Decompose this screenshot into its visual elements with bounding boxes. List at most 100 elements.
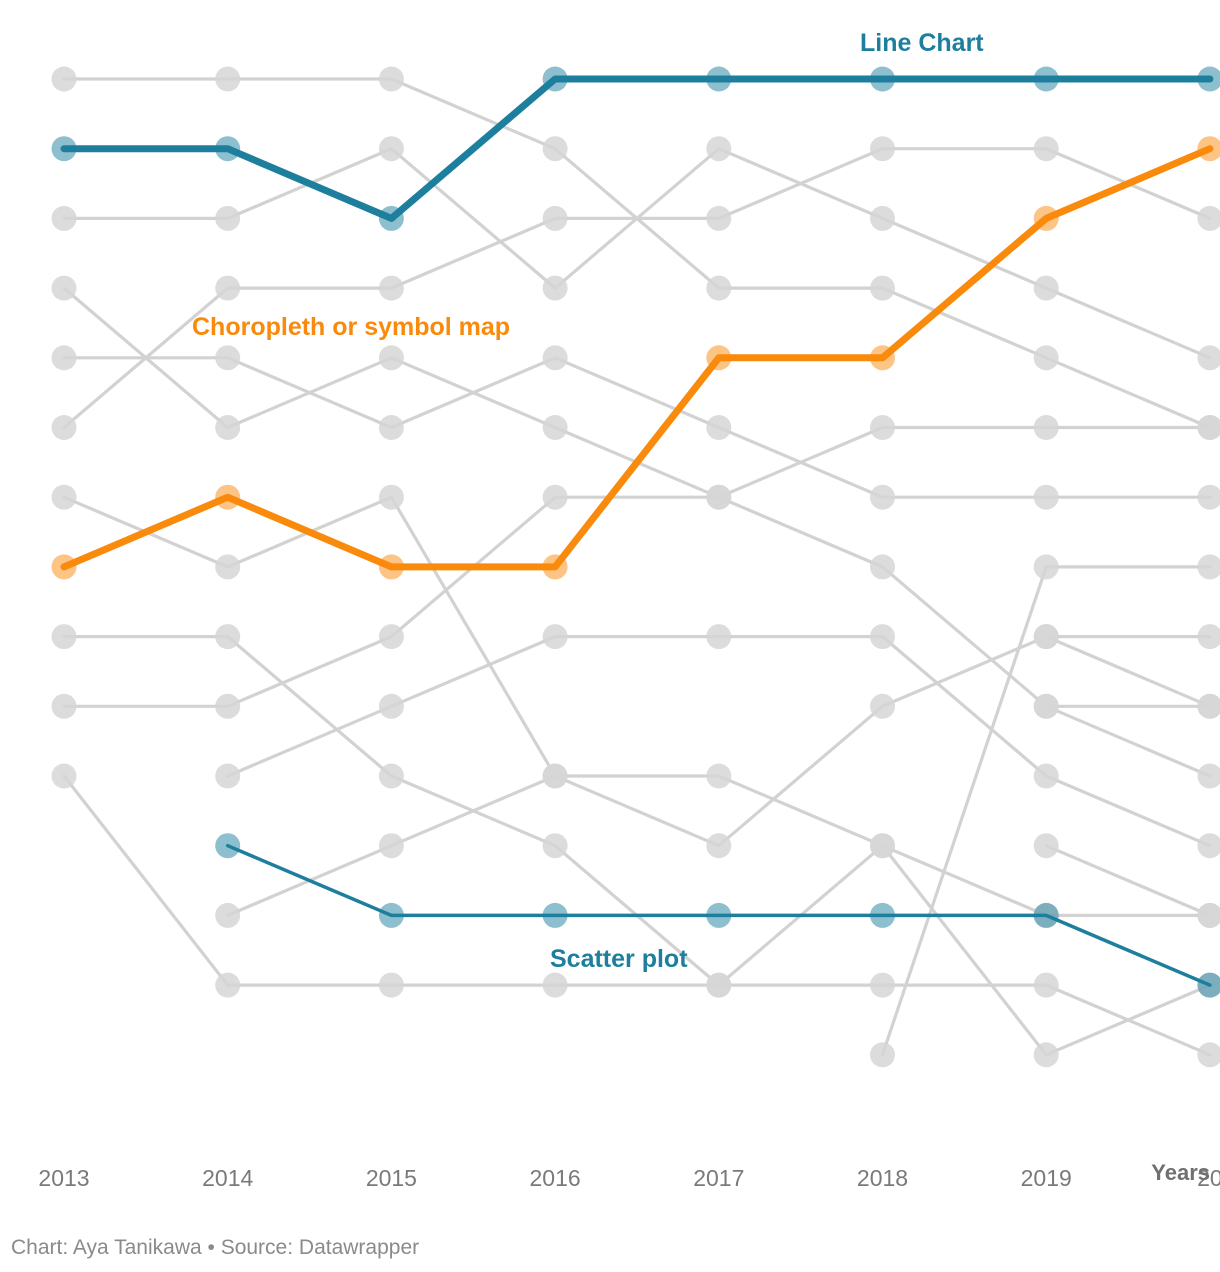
background-point bbox=[542, 345, 568, 371]
background-point bbox=[542, 763, 568, 789]
x-tick-label: 20 bbox=[1197, 1165, 1220, 1191]
line-chart-point bbox=[1197, 66, 1220, 92]
background-point bbox=[1197, 554, 1220, 580]
background-point bbox=[870, 972, 895, 998]
background-point bbox=[870, 415, 895, 440]
background-line-9 bbox=[62, 774, 1212, 987]
background-point bbox=[215, 66, 241, 92]
background-point bbox=[1197, 415, 1220, 440]
x-axis-title: Years bbox=[1151, 1160, 1210, 1185]
background-point bbox=[1033, 624, 1059, 650]
background-point bbox=[215, 205, 241, 231]
background-point bbox=[706, 415, 732, 440]
background-line-8 bbox=[62, 425, 1212, 708]
background-point bbox=[1033, 136, 1059, 162]
background-line-6 bbox=[62, 495, 1212, 1057]
background-point bbox=[1197, 624, 1220, 650]
x-tick-label: 2019 bbox=[1021, 1165, 1072, 1191]
background-point bbox=[378, 833, 404, 859]
background-point bbox=[378, 693, 404, 719]
background-point bbox=[1197, 1042, 1220, 1068]
background-line-5 bbox=[62, 147, 1212, 430]
background-point bbox=[1197, 763, 1220, 789]
background-point bbox=[542, 833, 568, 859]
background-point bbox=[51, 345, 77, 371]
background-line-1 bbox=[62, 77, 1212, 430]
scatter-plot-point bbox=[215, 833, 241, 859]
background-line-13 bbox=[1044, 844, 1212, 918]
background-point bbox=[706, 763, 732, 789]
background-point bbox=[215, 275, 241, 301]
background-point bbox=[378, 484, 404, 510]
background-point bbox=[706, 833, 732, 859]
background-point bbox=[542, 624, 568, 650]
line-chart-point bbox=[378, 205, 404, 231]
background-point bbox=[215, 902, 241, 928]
background-point bbox=[542, 275, 568, 301]
line-chart-point bbox=[215, 136, 241, 162]
bump-chart: Line Chart Choropleth or symbol map Scatte… bbox=[38, 29, 1220, 1191]
background-point bbox=[378, 136, 404, 162]
background-point bbox=[378, 345, 404, 371]
line-chart-point bbox=[51, 136, 77, 162]
chart-credit: Chart: Aya Tanikawa • Source: Datawrappe… bbox=[11, 1236, 420, 1259]
scatter-plot-point bbox=[706, 902, 732, 928]
background-point bbox=[542, 205, 568, 231]
choropleth-or-symbol-map-point bbox=[215, 484, 241, 510]
background-point bbox=[1033, 275, 1059, 301]
scatter-plot-point bbox=[542, 902, 568, 928]
background-point bbox=[51, 624, 77, 650]
x-tick-label: 2017 bbox=[693, 1165, 744, 1191]
background-point bbox=[378, 415, 404, 440]
x-tick-label: 2014 bbox=[202, 1165, 253, 1191]
background-point bbox=[870, 1042, 895, 1068]
background-point bbox=[378, 972, 404, 998]
background-point bbox=[870, 554, 895, 580]
background-point bbox=[706, 205, 732, 231]
background-point bbox=[870, 136, 895, 162]
background-point bbox=[51, 66, 77, 92]
background-point bbox=[706, 136, 732, 162]
background-point bbox=[870, 624, 895, 650]
background-point bbox=[1033, 484, 1059, 510]
background-point bbox=[215, 763, 241, 789]
background-point bbox=[51, 484, 77, 510]
background-point bbox=[1033, 345, 1059, 371]
background-point bbox=[706, 275, 732, 301]
line-chart-point bbox=[542, 66, 568, 92]
x-tick-label: 2015 bbox=[366, 1165, 417, 1191]
background-point bbox=[542, 136, 568, 162]
series-labels: Line Chart Choropleth or symbol map Scatte… bbox=[192, 29, 984, 973]
background-point bbox=[870, 833, 895, 859]
background-point bbox=[378, 66, 404, 92]
background-point bbox=[870, 484, 895, 510]
background-point bbox=[51, 693, 77, 719]
background-line-4 bbox=[62, 356, 1212, 499]
background-point bbox=[215, 972, 241, 998]
line-chart-point bbox=[870, 66, 895, 92]
background-point bbox=[51, 763, 77, 789]
background-point bbox=[215, 554, 241, 580]
choropleth-or-symbol-map-line bbox=[60, 145, 1214, 571]
x-tick-label: 2016 bbox=[530, 1165, 581, 1191]
choropleth-or-symbol-map-point bbox=[51, 554, 77, 580]
choropleth-or-symbol-map-point bbox=[1033, 205, 1059, 231]
x-tick-label: 2018 bbox=[857, 1165, 908, 1191]
background-point bbox=[1197, 205, 1220, 231]
scatter-plot-point bbox=[378, 902, 404, 928]
scatter-plot-label: Scatter plot bbox=[550, 945, 688, 973]
background-point bbox=[542, 484, 568, 510]
background-point bbox=[1033, 1042, 1059, 1068]
background-point bbox=[706, 972, 732, 998]
background-point bbox=[215, 624, 241, 650]
background-point bbox=[706, 624, 732, 650]
choropleth-or-symbol-map-label: Choropleth or symbol map bbox=[192, 313, 510, 341]
choropleth-or-symbol-map-point bbox=[1197, 136, 1220, 162]
highlighted-series bbox=[51, 66, 1220, 998]
line-chart-label: Line Chart bbox=[860, 29, 984, 57]
background-point bbox=[1033, 972, 1059, 998]
background-point bbox=[1033, 693, 1059, 719]
background-point bbox=[542, 415, 568, 440]
background-point bbox=[378, 763, 404, 789]
background-point bbox=[1197, 484, 1220, 510]
